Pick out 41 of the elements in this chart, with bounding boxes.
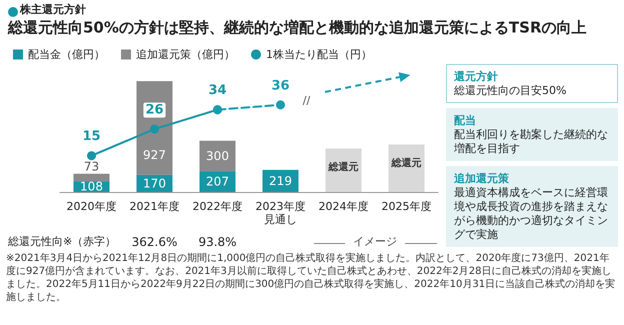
data-label: 26	[145, 102, 164, 118]
bar	[200, 140, 236, 172]
point	[276, 100, 285, 110]
data-label: 207	[206, 174, 229, 189]
data-label: 36	[271, 78, 290, 94]
text: 配当利回りを勘案した継続的な増配を目指す	[454, 128, 609, 156]
x-tick-label: 2021年度	[130, 200, 180, 213]
text: 362.6%	[132, 235, 178, 249]
text: ※2021年3月4日から2021年12月8日の期間に1,000億円の自己株式取得を実施しました。内訳として、2020年度に73億円、2021年度に927億円が含まれています。なお、2021年3月以前に取得していた自己株式とあわせ、2022年2月28日に自己株式の消却を実施しました。2022年5月11日から2022年9月22日の期間に300億円の自己株式取得を実施し、2022年10月31日に当該自己株式の消却を実施しました。	[6, 252, 616, 303]
legend-label: 1株当たり配当（円）	[266, 48, 372, 61]
legend-label: 配当金（億円）	[28, 48, 105, 61]
data-label: 総還元	[390, 156, 422, 169]
text: 総還元性向※（赤字）	[7, 235, 116, 248]
text: 最適資本構成をベースに経営環境や成長投資の進捗を踏まえながら機動的かつ適切なタイミングで実施	[454, 186, 609, 242]
annotation: //	[302, 94, 310, 107]
data-label: 108	[80, 180, 103, 194]
bar	[74, 174, 110, 182]
text: イメージ	[353, 235, 397, 248]
x-tick-label: 2022年度	[192, 200, 242, 213]
text: 還元方針	[454, 69, 499, 84]
data-label: 300	[206, 148, 229, 163]
text: 総還元性向の目安50%	[454, 84, 568, 98]
x-tick-label: 2020年度	[66, 200, 116, 213]
text: 追加還元策	[454, 171, 510, 186]
text: 93.8%	[198, 235, 237, 249]
legend-label: 追加還元策（億円）	[136, 48, 235, 61]
text: 配当	[454, 113, 477, 128]
chart-subtitle: 株主還元方針	[19, 3, 86, 16]
x-tick-label: 2023年度見通し	[256, 200, 306, 226]
data-label: 170	[143, 176, 166, 190]
data-label: 219	[269, 174, 292, 188]
data-label: 927	[143, 148, 166, 162]
point	[87, 151, 96, 160]
data-label: 総還元	[328, 161, 358, 174]
data-label: 34	[208, 83, 227, 98]
chart-title: 総還元性向50%の方針は堅持、継続的な増配と機動的な追加還元策によるTSRの向上	[7, 18, 586, 36]
data-label: 15	[82, 129, 101, 144]
data-label: 73	[84, 160, 100, 174]
x-tick-label: 2024年度	[318, 200, 368, 213]
x-tick-label: 2025年度	[382, 200, 432, 213]
point	[150, 124, 159, 134]
